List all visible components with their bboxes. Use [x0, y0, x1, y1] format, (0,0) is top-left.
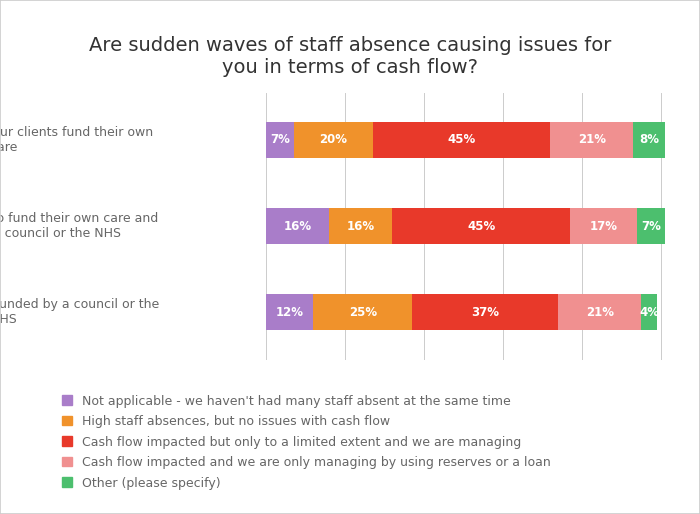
Text: 21%: 21%: [586, 306, 614, 319]
Text: 37%: 37%: [471, 306, 499, 319]
Bar: [412, 295, 559, 331]
Bar: [329, 208, 393, 244]
Bar: [266, 208, 329, 244]
Bar: [570, 208, 637, 244]
Bar: [314, 295, 412, 331]
Bar: [393, 208, 570, 244]
Bar: [634, 122, 665, 158]
Bar: [266, 122, 294, 158]
Text: 7%: 7%: [270, 134, 290, 146]
Text: 17%: 17%: [590, 219, 618, 233]
Bar: [550, 122, 634, 158]
Text: 16%: 16%: [284, 219, 312, 233]
Text: 7%: 7%: [641, 219, 661, 233]
Legend: Not applicable - we haven't had many staff absent at the same time, High staff a: Not applicable - we haven't had many sta…: [62, 395, 551, 489]
Text: 25%: 25%: [349, 306, 377, 319]
Text: 20%: 20%: [319, 134, 347, 146]
Text: 4%: 4%: [639, 306, 659, 319]
Bar: [641, 295, 657, 331]
Bar: [637, 208, 665, 244]
Text: 45%: 45%: [467, 219, 496, 233]
Text: Are sudden waves of staff absence causing issues for
you in terms of cash flow?: Are sudden waves of staff absence causin…: [89, 36, 611, 77]
Bar: [559, 295, 641, 331]
Bar: [294, 122, 372, 158]
Text: 45%: 45%: [447, 134, 476, 146]
Text: 12%: 12%: [276, 306, 304, 319]
Text: 21%: 21%: [578, 134, 606, 146]
Text: 8%: 8%: [639, 134, 659, 146]
Text: 16%: 16%: [346, 219, 375, 233]
Bar: [372, 122, 550, 158]
Bar: [266, 295, 314, 331]
